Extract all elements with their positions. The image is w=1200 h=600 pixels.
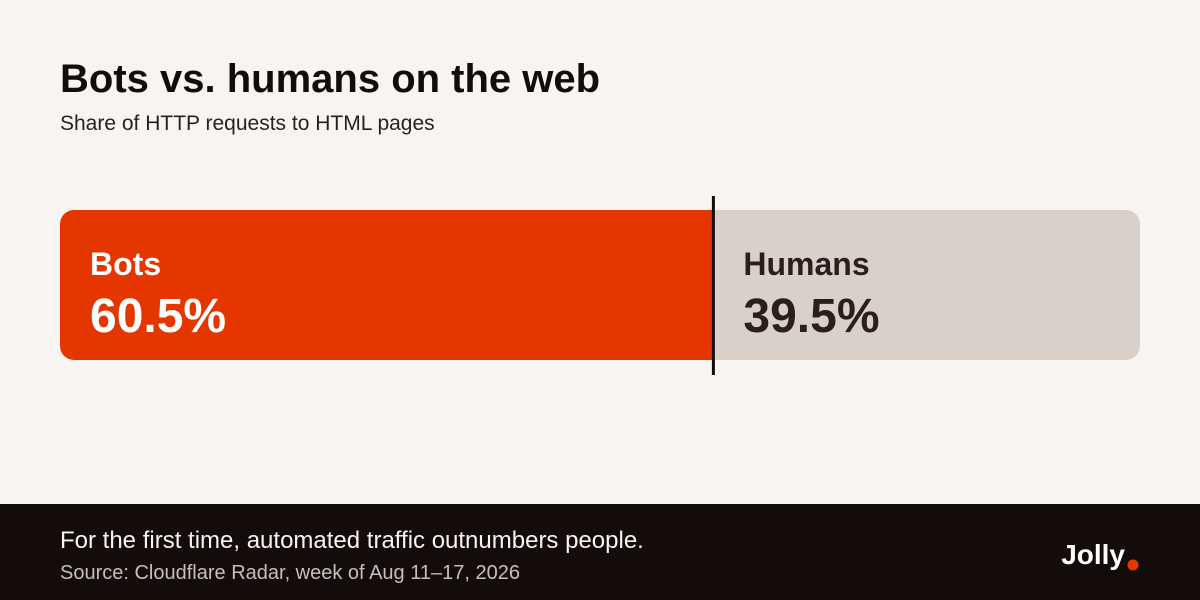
value-label: 60.5% [90, 290, 226, 343]
brand: Jolly [1061, 539, 1125, 570]
labels: Bots 60.5% Humans 39.5% [90, 196, 880, 375]
source: Source: Cloudflare Radar, week of Aug 11… [60, 562, 520, 584]
chart-title: Bots vs. humans on the web [60, 57, 600, 101]
chart-subtitle: Share of HTTP requests to HTML pages [60, 112, 435, 135]
annotation: For the first time, automated traffic ou… [60, 527, 644, 554]
bar-segment [713, 210, 1140, 360]
bar-group [60, 210, 1140, 360]
value-label: 39.5% [743, 290, 879, 343]
footer [0, 504, 1200, 600]
bar-segment [60, 210, 714, 360]
legend-label: Humans [743, 246, 869, 282]
legend-label: Bots [90, 246, 161, 282]
brand-dot [1127, 559, 1139, 571]
